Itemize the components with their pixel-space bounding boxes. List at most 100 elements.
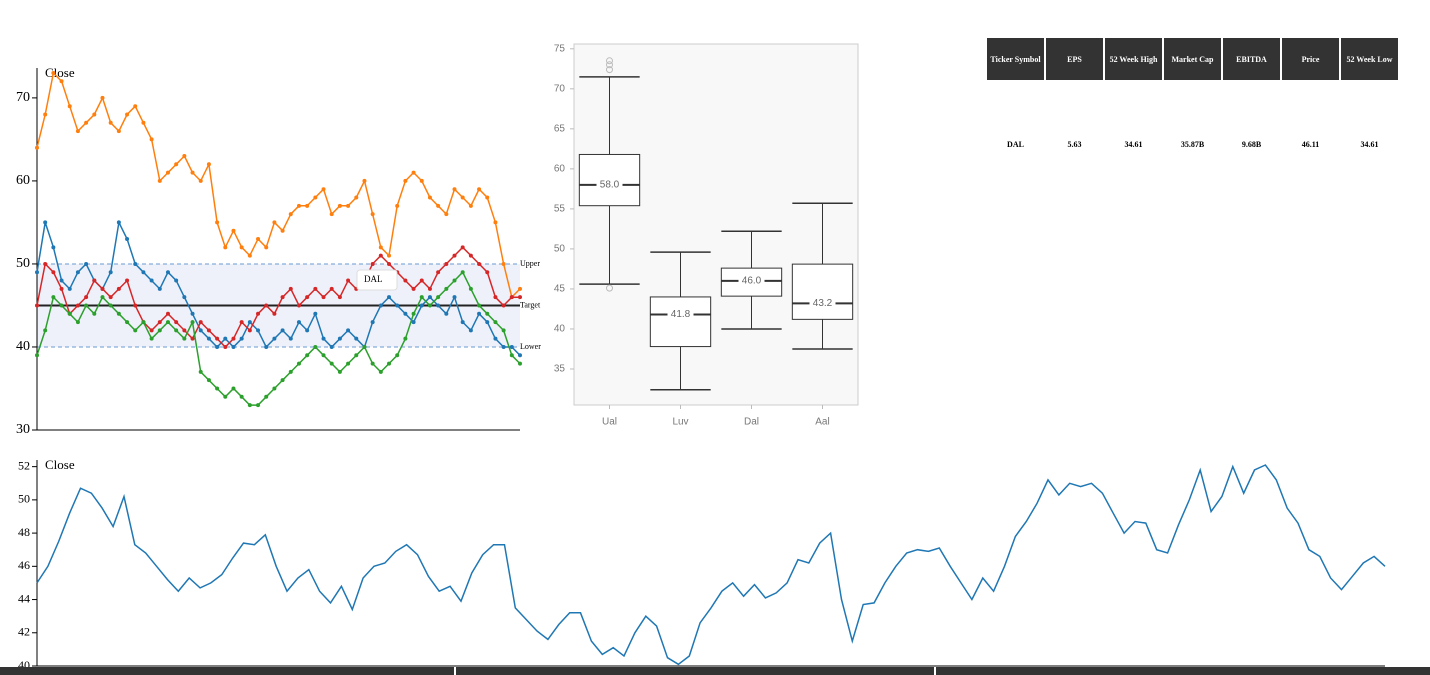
series-point <box>174 278 179 283</box>
series-point <box>231 336 236 341</box>
tooltip-text: DAL <box>364 274 383 284</box>
y-tick-label: 30 <box>16 422 30 437</box>
series-point <box>460 195 465 200</box>
header-row: Ticker Symbol EPS 52 Week High Market Cap EB… <box>987 38 1398 80</box>
y-tick-label: 35 <box>554 364 566 375</box>
series-point <box>231 386 236 391</box>
series-point <box>223 245 228 250</box>
series-point <box>92 311 97 316</box>
series-point <box>75 303 80 308</box>
series-point <box>305 203 310 208</box>
table-cell: 34.61 <box>1124 139 1143 149</box>
series-point <box>411 320 416 325</box>
band-label: Target <box>520 300 541 309</box>
header-cell: 52 Week Low <box>1341 38 1398 80</box>
header-cell: 52 Week High <box>1105 38 1162 80</box>
series-point <box>215 336 220 341</box>
series-point <box>493 336 498 341</box>
series-point <box>174 162 179 167</box>
series-point <box>419 278 424 283</box>
series-point <box>157 320 162 325</box>
series-point <box>100 95 105 100</box>
series-point <box>468 253 473 258</box>
series-point <box>272 311 277 316</box>
y-tick-label: 50 <box>16 256 30 271</box>
tooltip-box <box>356 269 398 291</box>
series-point <box>509 344 514 349</box>
series-point <box>501 344 506 349</box>
series-point <box>84 303 89 308</box>
header-cell: Market Cap <box>1164 38 1221 80</box>
series-point <box>264 394 269 399</box>
series-point <box>477 187 482 192</box>
series-point <box>256 403 261 408</box>
series-point <box>477 261 482 266</box>
series-point <box>35 145 39 150</box>
series-point <box>321 295 326 300</box>
y-tick-label: 50 <box>554 244 566 255</box>
series-point <box>174 328 179 333</box>
series-point <box>149 137 154 142</box>
series-point <box>133 261 138 266</box>
series-point <box>460 270 465 275</box>
series-point <box>370 212 375 217</box>
series-point <box>231 344 236 349</box>
series-point <box>288 286 293 291</box>
y-tick-label: 42 <box>18 625 30 639</box>
series-point <box>84 120 89 125</box>
outlier <box>606 57 613 65</box>
x-tick-label: Aal <box>815 417 829 428</box>
series-point <box>116 129 121 134</box>
series-point <box>239 336 244 341</box>
series-point <box>403 178 408 183</box>
series-point <box>411 170 416 175</box>
table-cell: 46.11 <box>1301 139 1320 149</box>
series-point <box>346 203 351 208</box>
series-point <box>190 320 195 325</box>
x-tick-label: Ual <box>602 417 617 428</box>
series-point <box>305 328 310 333</box>
series-point <box>59 79 64 84</box>
table-cell: 5.63 <box>1067 139 1082 149</box>
outlier <box>606 66 613 74</box>
series-point <box>157 178 162 183</box>
series-point <box>485 311 490 316</box>
series-point <box>378 253 383 258</box>
series-point <box>59 303 64 308</box>
series-point <box>272 220 277 225</box>
series-point <box>444 212 449 217</box>
stock-table: Ticker Symbol EPS 52 Week High Market Cap EB… <box>985 38 1400 208</box>
band-label: Lower <box>520 342 541 351</box>
series-point <box>206 336 211 341</box>
series-point <box>387 295 392 300</box>
series-point <box>427 286 432 291</box>
series-point <box>387 253 392 258</box>
y-tick-label: 65 <box>554 123 566 134</box>
median-label: 46.0 <box>742 276 762 287</box>
series-point <box>395 203 400 208</box>
table-cell: 35.87B <box>1180 139 1205 149</box>
series-point <box>108 303 113 308</box>
header-cell: EPS <box>1046 38 1103 80</box>
series-point <box>182 328 187 333</box>
series-point <box>452 253 457 258</box>
series-point <box>427 295 432 300</box>
series-point <box>125 278 130 283</box>
series-point <box>509 295 514 300</box>
series-point <box>43 261 48 266</box>
series-point <box>468 286 473 291</box>
y-tick-label: 50 <box>18 492 30 506</box>
series-point <box>288 212 293 217</box>
box <box>649 296 712 348</box>
series-point <box>296 303 301 308</box>
series-point <box>313 286 318 291</box>
series-point <box>149 278 154 283</box>
series-point <box>444 286 449 291</box>
y-tick-label: 55 <box>554 204 566 215</box>
series-point <box>468 203 473 208</box>
series-point <box>59 278 64 283</box>
series-point <box>239 320 244 325</box>
series-point <box>477 311 482 316</box>
series-point <box>280 328 285 333</box>
